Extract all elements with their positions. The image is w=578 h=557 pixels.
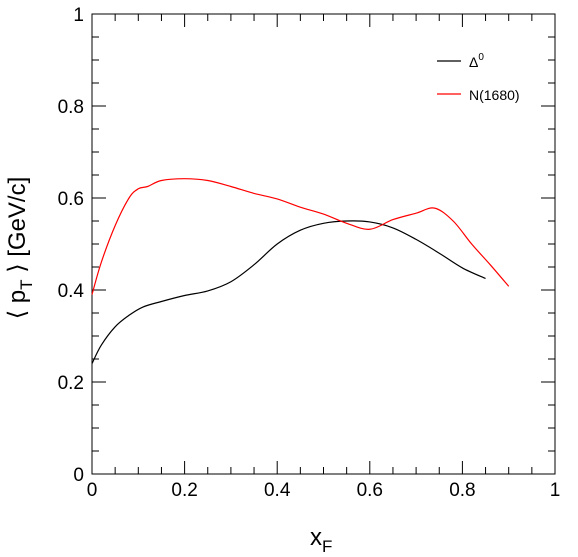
tick-labels: 0 0.2 0.4 0.6 0.8 1 0 0.2 0.4 0.6 0.8 1: [58, 5, 561, 501]
legend-label-1: N(1680): [469, 87, 520, 103]
x-axis-title-sub: F: [322, 537, 332, 556]
x-tick-label: 1: [550, 480, 561, 501]
y-tick-label: 0.8: [58, 97, 84, 118]
x-tick-label: 0.2: [171, 480, 197, 501]
x-tick-label: 0.6: [357, 480, 383, 501]
y-axis-title-main: ⟨ p: [4, 290, 31, 319]
x-tick-label: 0.4: [264, 480, 291, 501]
y-tick-label: 0.6: [58, 189, 84, 210]
legend-label-0: Δ0: [469, 52, 484, 70]
legend-label-sup-0: 0: [478, 52, 484, 63]
series-line-0: [91, 220, 486, 364]
y-tick-label: 0.2: [58, 373, 84, 394]
x-axis-title-main: x: [310, 524, 322, 551]
series-lines: [91, 178, 510, 364]
x-tick-label: 0.8: [449, 480, 475, 501]
x-tick-label: 0: [87, 480, 98, 501]
y-tick-label: 0.4: [58, 281, 85, 302]
y-tick-label: 0: [73, 465, 84, 486]
legend: Δ0 N(1680): [437, 52, 520, 103]
axes: [91, 13, 556, 475]
y-axis-title-rest: ⟩ [GeV/c]: [4, 177, 31, 280]
series-line-1: [91, 178, 510, 295]
legend-label-text-0: Δ: [469, 54, 478, 70]
x-axis-title: xF: [310, 524, 332, 556]
y-axis-title-sub: T: [17, 279, 36, 289]
plot-frame: [91, 13, 556, 475]
y-tick-label: 1: [73, 5, 84, 26]
legend-label-text-1: N(1680): [469, 87, 520, 103]
tick-marks: [91, 13, 556, 475]
y-axis-title: ⟨ pT ⟩ [GeV/c]: [4, 177, 36, 320]
